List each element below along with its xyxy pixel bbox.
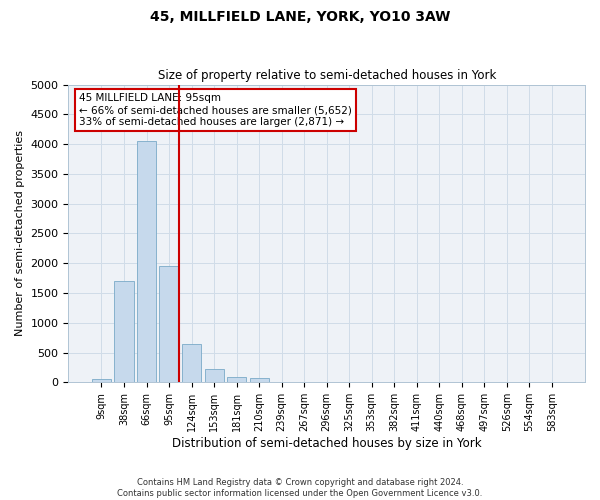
Text: 45 MILLFIELD LANE: 95sqm
← 66% of semi-detached houses are smaller (5,652)
33% o: 45 MILLFIELD LANE: 95sqm ← 66% of semi-d… [79,94,352,126]
Title: Size of property relative to semi-detached houses in York: Size of property relative to semi-detach… [158,69,496,82]
X-axis label: Distribution of semi-detached houses by size in York: Distribution of semi-detached houses by … [172,437,482,450]
Bar [160,266,179,382]
Text: 45, MILLFIELD LANE, YORK, YO10 3AW: 45, MILLFIELD LANE, YORK, YO10 3AW [150,10,450,24]
Bar [182,344,201,382]
Bar [250,378,269,382]
Y-axis label: Number of semi-detached properties: Number of semi-detached properties [15,130,25,336]
Bar [115,281,134,382]
Text: Contains HM Land Registry data © Crown copyright and database right 2024.
Contai: Contains HM Land Registry data © Crown c… [118,478,482,498]
Bar [205,369,224,382]
Bar [92,380,111,382]
Bar [137,141,156,382]
Bar [227,376,246,382]
